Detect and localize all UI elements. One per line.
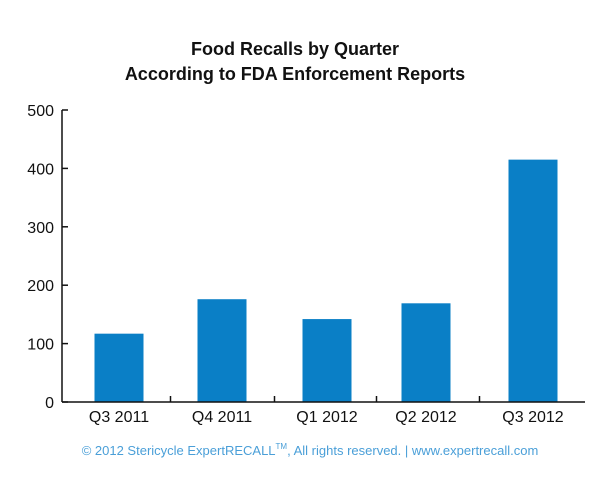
y-tick-label-100: 100 (27, 337, 54, 354)
bars-layer (94, 159, 558, 402)
trademark-mark: TM (276, 442, 288, 451)
copyright-suffix: , All rights reserved. | www.expertrecal… (287, 443, 538, 458)
y-tick-label-300: 300 (27, 220, 54, 237)
y-tick-label-200: 200 (27, 278, 54, 295)
x-tick-label-q3-2011: Q3 2011 (89, 409, 149, 426)
bar-q4-2011 (197, 299, 247, 402)
x-tick-label-q4-2011: Q4 2011 (192, 409, 252, 426)
bar-q1-2012 (302, 319, 352, 402)
bar-q3-2011 (94, 333, 144, 402)
copyright-prefix: © 2012 Stericycle ExpertRECALL (82, 443, 276, 458)
bar-q2-2012 (401, 303, 451, 402)
x-tick-label-q2-2012: Q2 2012 (395, 409, 456, 426)
chart-subtitle: According to FDA Enforcement Reports (125, 64, 465, 84)
ticks-layer: 0 100 200 300 400 500 Q3 2011 Q4 2011 Q1 2012 Q2 … (27, 103, 563, 426)
bar-q3-2012 (508, 159, 558, 402)
copyright-footer: © 2012 Stericycle ExpertRECALLTM, All ri… (82, 442, 539, 458)
axes-layer (61, 109, 585, 403)
y-tick-label-500: 500 (27, 103, 54, 120)
x-tick-label-q1-2012: Q1 2012 (296, 409, 357, 426)
x-tick-label-q3-2012: Q3 2012 (502, 409, 563, 426)
y-tick-label-0: 0 (45, 395, 54, 412)
chart-title: Food Recalls by Quarter (191, 39, 399, 59)
y-tick-label-400: 400 (27, 161, 54, 178)
